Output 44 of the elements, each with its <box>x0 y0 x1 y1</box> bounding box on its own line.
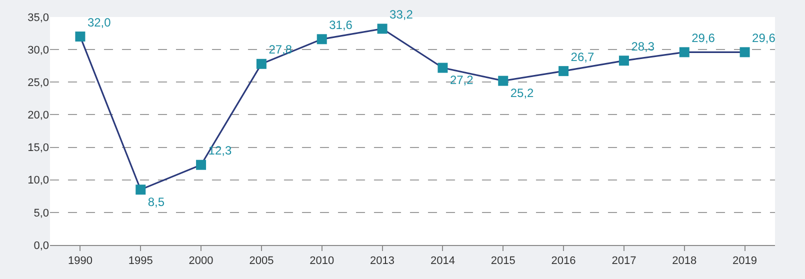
y-tick-label: 35,0 <box>28 12 49 24</box>
y-tick-label: 20,0 <box>28 110 49 122</box>
point <box>377 24 388 34</box>
data-label: 28,3 <box>631 39 655 54</box>
point <box>498 76 508 86</box>
point <box>316 34 327 44</box>
data-label: 27,8 <box>268 42 292 57</box>
y-tick-label: 25,0 <box>28 76 49 89</box>
x-tick-label: 2000 <box>188 255 214 268</box>
point <box>558 66 569 76</box>
point <box>136 184 146 195</box>
y-tick-label: 0,0 <box>34 240 49 252</box>
point <box>196 160 206 170</box>
x-tick-label: 2005 <box>249 255 274 268</box>
x-tick-label: 2015 <box>490 255 516 268</box>
y-tick-label: 15,0 <box>28 142 49 154</box>
x-tick-label: 2016 <box>551 255 576 268</box>
point <box>618 56 629 66</box>
x-tick-label: 2018 <box>672 255 697 268</box>
x-tick-label: 2017 <box>612 255 636 268</box>
data-label: 29,6 <box>752 30 776 45</box>
x-tick-label: 2014 <box>430 255 455 268</box>
point <box>679 47 690 58</box>
y-tick-label: 5,0 <box>34 207 49 220</box>
x-tick-label: 1995 <box>128 255 153 268</box>
x-tick-label: 2019 <box>732 255 758 268</box>
point <box>438 62 448 73</box>
data-label: 33,2 <box>390 7 414 22</box>
point <box>256 58 266 69</box>
data-label: 25,2 <box>510 86 534 100</box>
data-label: 26,7 <box>570 50 594 64</box>
data-label: 12,3 <box>208 144 232 158</box>
y-tick-label: 10,0 <box>28 174 49 187</box>
data-label: 27,2 <box>450 73 474 88</box>
point <box>740 47 750 58</box>
x-tick-label: 1990 <box>68 255 92 268</box>
data-label: 8,5 <box>148 194 165 209</box>
data-label: 32,0 <box>87 15 112 30</box>
x-tick-label: 2010 <box>310 255 334 268</box>
data-label: 29,6 <box>692 30 716 45</box>
data-label: 31,6 <box>329 18 353 32</box>
y-tick-label: 30,0 <box>28 44 49 56</box>
x-tick-label: 2013 <box>370 255 395 268</box>
point <box>75 32 86 42</box>
